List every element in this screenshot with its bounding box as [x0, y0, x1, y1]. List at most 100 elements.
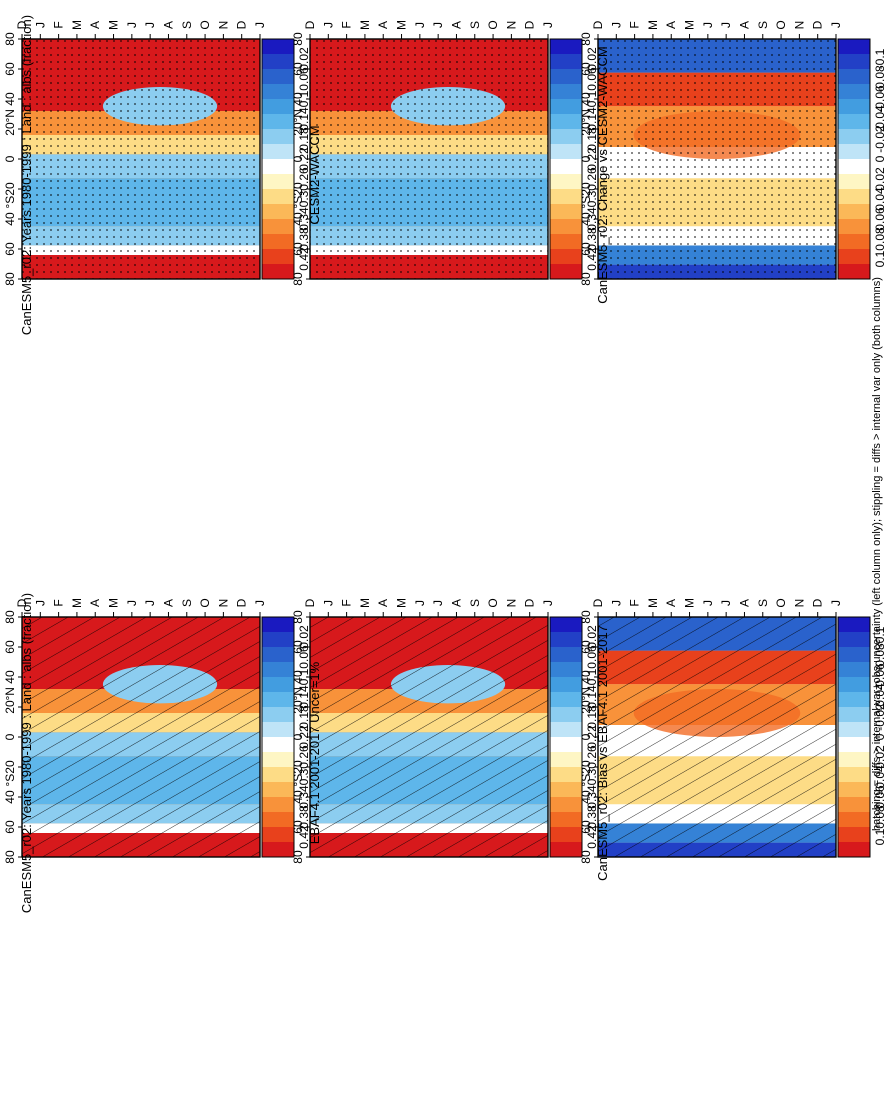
- colorbar-swatch: [262, 721, 294, 737]
- x-tick-label: O: [198, 598, 212, 607]
- colorbar-swatch: [262, 98, 294, 114]
- colorbar-label: 0.02: [585, 625, 599, 649]
- colorbar-label: 0.02: [585, 47, 599, 71]
- panel-title: CanESM5_r02: Bias vs EBAF4.1 2001-2017: [595, 625, 610, 881]
- colorbar-swatch: [838, 38, 870, 54]
- colorbar-label: 0.38: [585, 227, 599, 251]
- colorbar-swatch: [838, 113, 870, 129]
- colorbar-swatch: [262, 143, 294, 159]
- x-tick-label: N: [504, 21, 518, 30]
- colorbar-swatch: [262, 796, 294, 812]
- x-tick-label: F: [52, 21, 66, 28]
- colorbar-swatch: [262, 676, 294, 692]
- x-tick-label: M: [683, 598, 697, 608]
- colorbar-swatch: [838, 616, 870, 632]
- x-tick-label: D: [523, 598, 537, 607]
- x-tick-label: A: [664, 21, 678, 29]
- unit-south: °S: [3, 196, 17, 209]
- y-tick-label: 40: [3, 790, 17, 804]
- colorbar-swatch: [550, 83, 582, 99]
- x-tick-label: M: [683, 20, 697, 30]
- colorbar-label: -0.1: [873, 626, 887, 647]
- panel-title: CanESM5_r02: Years 1980-1999 : Land : al…: [19, 15, 34, 335]
- x-tick-label: J: [143, 22, 157, 28]
- colorbar-swatch: [838, 248, 870, 264]
- x-tick-label: M: [646, 20, 660, 30]
- y-tick-label: 0: [579, 733, 593, 740]
- colorbar-swatch: [838, 188, 870, 204]
- colorbar-cb_diff: 0.10.080.060.040.02 0 -0.02-0.04-0.06-0.08…: [837, 38, 887, 280]
- colorbar-label: 0.34: [297, 785, 311, 809]
- colorbar-swatch: [550, 721, 582, 737]
- x-tick-label: A: [88, 599, 102, 607]
- x-tick-label: J: [829, 22, 843, 28]
- y-tick-label: 20: [3, 700, 17, 714]
- x-tick-label: J: [33, 600, 47, 606]
- colorbar-swatch: [838, 661, 870, 677]
- x-tick-label: D: [15, 598, 29, 607]
- x-tick-label: J: [125, 22, 139, 28]
- x-tick-label: J: [431, 22, 445, 28]
- colorbar-swatch: [262, 781, 294, 797]
- colorbar-swatch: [550, 173, 582, 189]
- x-tick-label: A: [664, 599, 678, 607]
- x-tick-label: J: [701, 22, 715, 28]
- y-tick-label: 0: [579, 155, 593, 162]
- x-tick-label: M: [107, 598, 121, 608]
- colorbar-label: 0.06: [873, 207, 887, 231]
- panel-p4: CanESM5_r02: Years 1980-1999 : Land : al…: [3, 15, 267, 335]
- y-tick-label: 60: [3, 62, 17, 76]
- colorbar-label: -0.04: [873, 683, 887, 711]
- x-tick-label: D: [811, 20, 825, 29]
- x-tick-label: N: [792, 599, 806, 608]
- x-tick-label: J: [413, 22, 427, 28]
- colorbar-swatch: [838, 811, 870, 827]
- x-tick-label: A: [376, 21, 390, 29]
- colorbar-label: 0.22: [585, 147, 599, 171]
- y-tick-label: 20: [3, 760, 17, 774]
- colorbar-label: 0.08: [873, 805, 887, 829]
- colorbar-swatch: [550, 811, 582, 827]
- colorbar-swatch: [262, 751, 294, 767]
- x-tick-label: J: [701, 600, 715, 606]
- colorbar-swatch: [550, 38, 582, 54]
- colorbar-label: -0.02: [873, 125, 887, 153]
- colorbar-swatch: [550, 248, 582, 264]
- x-tick-label: M: [70, 20, 84, 30]
- colorbar-label: 0.3: [585, 768, 599, 785]
- x-tick-label: O: [774, 20, 788, 29]
- x-tick-label: D: [811, 598, 825, 607]
- colorbar-swatch: [838, 53, 870, 69]
- x-tick-label: N: [216, 599, 230, 608]
- colorbar-label: 0.18: [585, 705, 599, 729]
- colorbar-swatch: [550, 841, 582, 857]
- y-tick-label: 20: [3, 182, 17, 196]
- colorbar-swatch: [262, 766, 294, 782]
- panel-title: CESM2-WACCM: [307, 125, 322, 224]
- x-tick-label: A: [88, 21, 102, 29]
- colorbar-swatch: [262, 248, 294, 264]
- x-tick-label: A: [376, 599, 390, 607]
- colorbar-swatch: [550, 158, 582, 174]
- colorbar-swatch: [550, 826, 582, 842]
- colorbar-label: 0.14: [297, 685, 311, 709]
- stippling-overlay: [598, 39, 836, 279]
- colorbar-label: 0.18: [297, 127, 311, 151]
- colorbar-label: 0.1: [585, 668, 599, 685]
- y-tick-label: 80: [3, 610, 17, 624]
- x-tick-label: F: [628, 21, 642, 28]
- colorbar-label: 0.22: [585, 725, 599, 749]
- x-tick-label: D: [591, 598, 605, 607]
- colorbar-swatch: [550, 203, 582, 219]
- colorbar-swatch: [550, 143, 582, 159]
- colorbar-label: 0.02: [873, 167, 887, 191]
- colorbar-swatch: [838, 751, 870, 767]
- x-tick-label: N: [792, 21, 806, 30]
- x-tick-label: J: [541, 600, 555, 606]
- colorbar-swatch: [838, 736, 870, 752]
- colorbar-swatch: [262, 233, 294, 249]
- colorbar-swatch: [262, 53, 294, 69]
- colorbar-swatch: [550, 751, 582, 767]
- colorbar-swatch: [838, 766, 870, 782]
- colorbar-swatch: [262, 646, 294, 662]
